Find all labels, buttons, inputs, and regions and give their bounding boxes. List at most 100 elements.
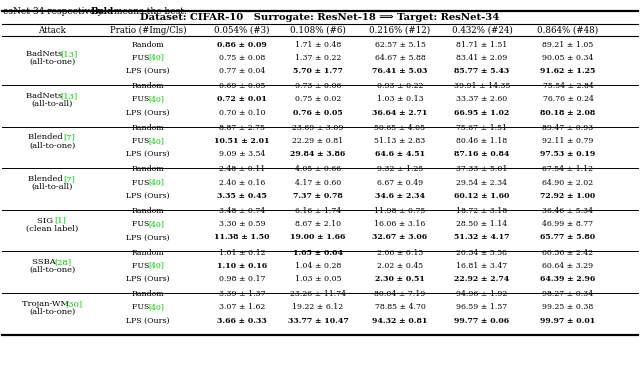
Text: 99.77 ± 0.06: 99.77 ± 0.06 bbox=[454, 317, 509, 325]
Text: 22.29 ± 0.81: 22.29 ± 0.81 bbox=[292, 137, 344, 145]
Text: 97.53 ± 0.19: 97.53 ± 0.19 bbox=[540, 150, 596, 158]
Text: 1.03 ± 0.13: 1.03 ± 0.13 bbox=[377, 95, 423, 103]
Text: 6.67 ± 0.49: 6.67 ± 0.49 bbox=[377, 179, 423, 187]
Text: 51.32 ± 4.17: 51.32 ± 4.17 bbox=[454, 233, 509, 241]
Text: 89.47 ± 0.93: 89.47 ± 0.93 bbox=[542, 124, 594, 132]
Text: 64.67 ± 5.88: 64.67 ± 5.88 bbox=[374, 54, 426, 62]
Text: (all-to-all): (all-to-all) bbox=[31, 183, 73, 191]
Text: [40]: [40] bbox=[148, 54, 164, 62]
Text: [30]: [30] bbox=[65, 300, 82, 308]
Text: 62.57 ± 5.15: 62.57 ± 5.15 bbox=[374, 41, 426, 49]
Text: Random: Random bbox=[132, 124, 164, 132]
Text: LPS (Ours): LPS (Ours) bbox=[126, 150, 170, 158]
Text: 87.16 ± 0.84: 87.16 ± 0.84 bbox=[454, 150, 509, 158]
Text: 60.64 ± 3.29: 60.64 ± 3.29 bbox=[543, 262, 593, 270]
Text: 90.05 ± 0.34: 90.05 ± 0.34 bbox=[542, 54, 594, 62]
Text: [28]: [28] bbox=[54, 258, 71, 266]
Text: FUS: FUS bbox=[132, 303, 152, 311]
Text: Random: Random bbox=[132, 41, 164, 49]
Text: 1.03 ± 0.05: 1.03 ± 0.05 bbox=[295, 275, 341, 283]
Text: 23.26 ± 11.74: 23.26 ± 11.74 bbox=[290, 290, 346, 298]
Text: Pratio (#Img/Cls): Pratio (#Img/Cls) bbox=[109, 25, 186, 34]
Text: 9.32 ± 1.25: 9.32 ± 1.25 bbox=[377, 165, 423, 173]
Text: 22.92 ± 2.74: 22.92 ± 2.74 bbox=[454, 275, 509, 283]
Text: [7]: [7] bbox=[63, 175, 75, 183]
Text: 8.87 ± 2.75: 8.87 ± 2.75 bbox=[219, 124, 265, 132]
Text: Attack: Attack bbox=[38, 25, 66, 34]
Text: 85.77 ± 5.43: 85.77 ± 5.43 bbox=[454, 67, 509, 75]
Text: 64.6 ± 4.51: 64.6 ± 4.51 bbox=[375, 150, 425, 158]
Text: 4.17 ± 0.60: 4.17 ± 0.60 bbox=[295, 179, 341, 187]
Text: 4.05 ± 0.66: 4.05 ± 0.66 bbox=[295, 165, 341, 173]
Text: 60.36 ± 2.42: 60.36 ± 2.42 bbox=[543, 249, 593, 257]
Text: LPS (Ours): LPS (Ours) bbox=[126, 317, 170, 325]
Text: Random: Random bbox=[132, 165, 164, 173]
Text: 19.22 ± 6.12: 19.22 ± 6.12 bbox=[292, 303, 344, 311]
Text: Blended: Blended bbox=[28, 175, 65, 183]
Text: 78.85 ± 4.70: 78.85 ± 4.70 bbox=[374, 303, 426, 311]
Text: 28.50 ± 1.14: 28.50 ± 1.14 bbox=[456, 220, 508, 228]
Text: 8.67 ± 2.10: 8.67 ± 2.10 bbox=[295, 220, 341, 228]
Text: 16.81 ± 3.47: 16.81 ± 3.47 bbox=[456, 262, 508, 270]
Text: 33.37 ± 2.60: 33.37 ± 2.60 bbox=[456, 95, 508, 103]
Text: (all-to-one): (all-to-one) bbox=[29, 142, 75, 149]
Text: 94.96 ± 1.92: 94.96 ± 1.92 bbox=[456, 290, 508, 298]
Text: FUS: FUS bbox=[132, 179, 152, 187]
Text: 0.77 ± 0.04: 0.77 ± 0.04 bbox=[219, 67, 265, 75]
Text: 34.6 ± 2.34: 34.6 ± 2.34 bbox=[375, 192, 425, 200]
Text: 75.67 ± 1.51: 75.67 ± 1.51 bbox=[456, 124, 508, 132]
Text: 32.67 ± 3.06: 32.67 ± 3.06 bbox=[372, 233, 428, 241]
Text: 0.76 ± 0.05: 0.76 ± 0.05 bbox=[293, 109, 343, 116]
Text: 99.25 ± 0.38: 99.25 ± 0.38 bbox=[542, 303, 594, 311]
Text: 80.18 ± 2.08: 80.18 ± 2.08 bbox=[540, 109, 596, 116]
Text: 2.48 ± 0.11: 2.48 ± 0.11 bbox=[219, 165, 265, 173]
Text: 10.51 ± 2.01: 10.51 ± 2.01 bbox=[214, 137, 269, 145]
Text: 0.69 ± 0.05: 0.69 ± 0.05 bbox=[219, 82, 265, 90]
Text: 0.86 ± 0.09: 0.86 ± 0.09 bbox=[217, 41, 267, 49]
Text: 1.01 ± 0.12: 1.01 ± 0.12 bbox=[219, 249, 265, 257]
Text: 20.34 ± 5.58: 20.34 ± 5.58 bbox=[456, 249, 508, 257]
Text: 0.73 ± 0.06: 0.73 ± 0.06 bbox=[295, 82, 341, 90]
Text: 50.65 ± 4.05: 50.65 ± 4.05 bbox=[374, 124, 426, 132]
Text: Random: Random bbox=[132, 207, 164, 215]
Text: (clean label): (clean label) bbox=[26, 225, 78, 233]
Text: means the best.: means the best. bbox=[111, 7, 187, 16]
Text: 39.91 ± 14.35: 39.91 ± 14.35 bbox=[454, 82, 510, 90]
Text: 37.33 ± 5.01: 37.33 ± 5.01 bbox=[456, 165, 508, 173]
Text: Trojan-WM: Trojan-WM bbox=[22, 300, 72, 308]
Text: [40]: [40] bbox=[148, 262, 164, 270]
Text: Random: Random bbox=[132, 290, 164, 298]
Text: [40]: [40] bbox=[148, 95, 164, 103]
Text: 0.75 ± 0.02: 0.75 ± 0.02 bbox=[295, 95, 341, 103]
Text: 2.02 ± 0.45: 2.02 ± 0.45 bbox=[377, 262, 423, 270]
Text: [40]: [40] bbox=[148, 137, 164, 145]
Text: 75.54 ± 2.84: 75.54 ± 2.84 bbox=[543, 82, 593, 90]
Text: (all-to-one): (all-to-one) bbox=[29, 266, 75, 274]
Text: 23.69 ± 3.09: 23.69 ± 3.09 bbox=[292, 124, 344, 132]
Text: SSBA: SSBA bbox=[33, 258, 59, 266]
Text: SIG: SIG bbox=[37, 217, 56, 225]
Text: FUS: FUS bbox=[132, 220, 152, 228]
Text: [7]: [7] bbox=[63, 134, 75, 142]
Text: 0.054% (#3): 0.054% (#3) bbox=[214, 25, 269, 34]
Text: 0.432% (#24): 0.432% (#24) bbox=[452, 25, 513, 34]
Text: 6.16 ± 1.74: 6.16 ± 1.74 bbox=[295, 207, 341, 215]
Text: 0.108% (#6): 0.108% (#6) bbox=[290, 25, 346, 34]
Text: 3.66 ± 0.33: 3.66 ± 0.33 bbox=[217, 317, 267, 325]
Text: 36.64 ± 2.71: 36.64 ± 2.71 bbox=[372, 109, 428, 116]
Text: LPS (Ours): LPS (Ours) bbox=[126, 275, 170, 283]
Text: 0.75 ± 0.08: 0.75 ± 0.08 bbox=[219, 54, 265, 62]
Text: 76.76 ± 0.24: 76.76 ± 0.24 bbox=[543, 95, 593, 103]
Text: 94.32 ± 0.81: 94.32 ± 0.81 bbox=[372, 317, 428, 325]
Text: 19.00 ± 1.66: 19.00 ± 1.66 bbox=[291, 233, 346, 241]
Text: 16.06 ± 3.16: 16.06 ± 3.16 bbox=[374, 220, 426, 228]
Text: 65.77 ± 5.80: 65.77 ± 5.80 bbox=[540, 233, 596, 241]
Text: 11.38 ± 1.50: 11.38 ± 1.50 bbox=[214, 233, 269, 241]
Text: 1.37 ± 0.22: 1.37 ± 0.22 bbox=[295, 54, 341, 62]
Text: (all-to-one): (all-to-one) bbox=[29, 58, 75, 66]
Text: 3.35 ± 0.45: 3.35 ± 0.45 bbox=[217, 192, 267, 200]
Text: 2.30 ± 0.51: 2.30 ± 0.51 bbox=[375, 275, 425, 283]
Text: 51.13 ± 2.83: 51.13 ± 2.83 bbox=[374, 137, 426, 145]
Text: BadNets: BadNets bbox=[26, 92, 65, 100]
Text: 3.48 ± 0.74: 3.48 ± 0.74 bbox=[219, 207, 265, 215]
